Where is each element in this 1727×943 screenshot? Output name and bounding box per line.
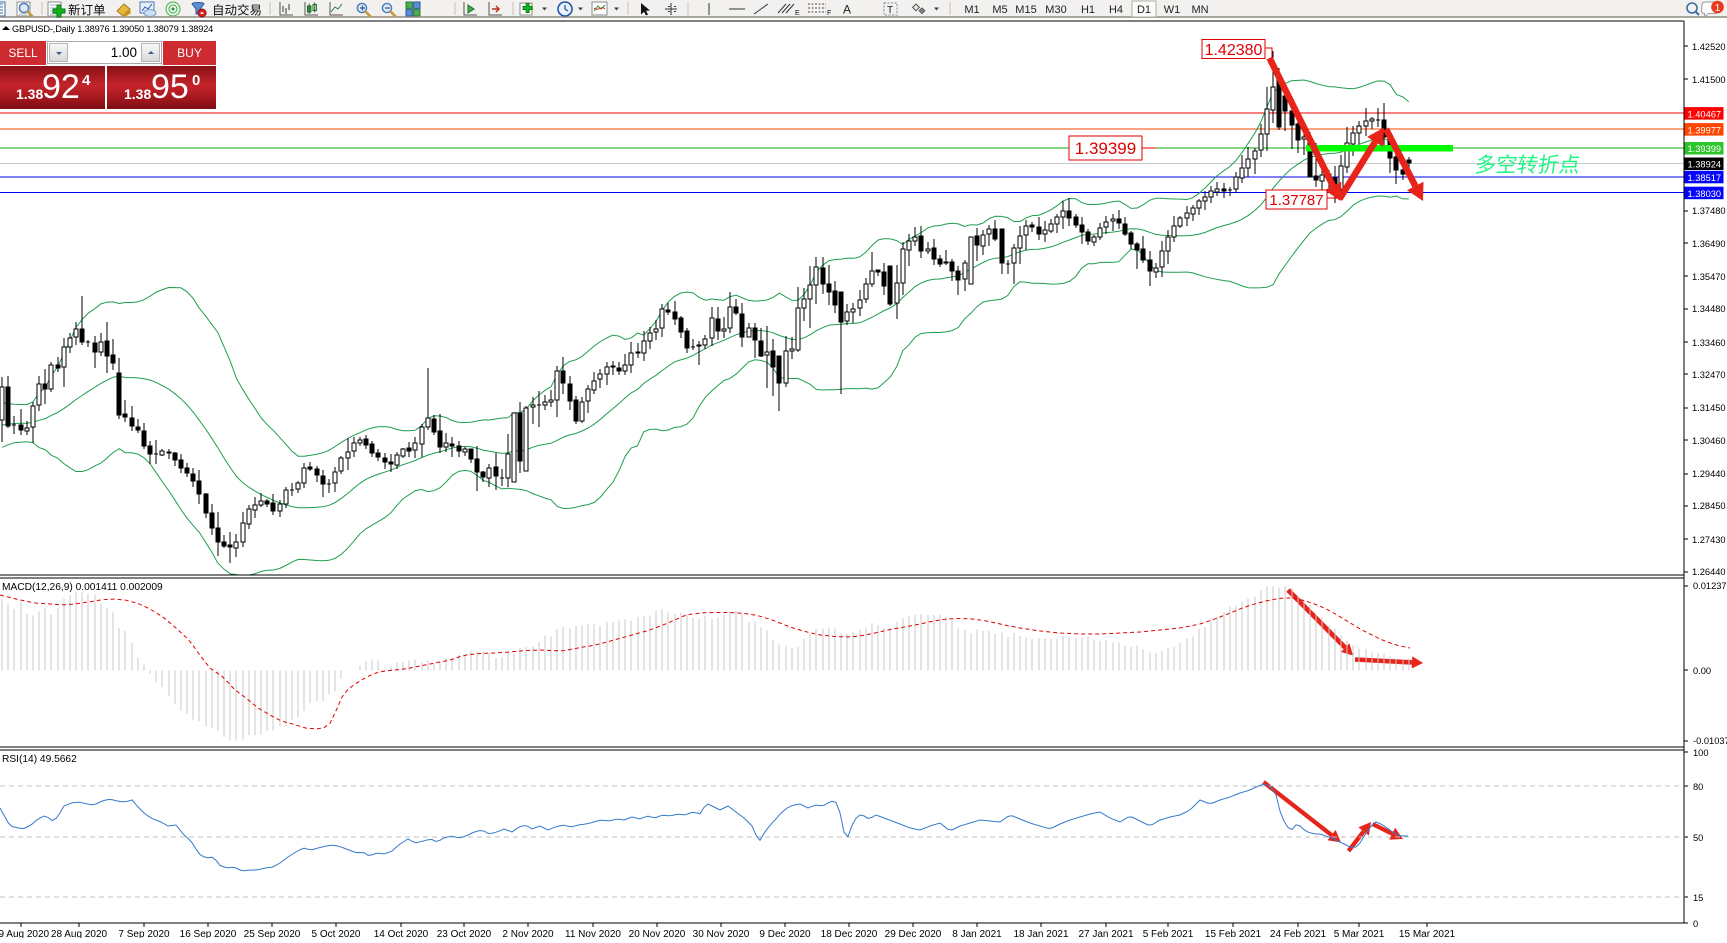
svg-text:1.39399: 1.39399 — [1688, 144, 1722, 154]
svg-text:1.36490: 1.36490 — [1692, 239, 1726, 249]
svg-text:15 Mar 2021: 15 Mar 2021 — [1399, 929, 1456, 938]
svg-text:1.38924: 1.38924 — [1688, 160, 1722, 170]
svg-text:1.27430: 1.27430 — [1692, 535, 1726, 545]
svg-text:1.34480: 1.34480 — [1692, 304, 1726, 314]
svg-text:RSI(14) 49.5662: RSI(14) 49.5662 — [2, 754, 77, 765]
svg-text:18 Dec 2020: 18 Dec 2020 — [821, 929, 878, 938]
svg-text:2 Nov 2020: 2 Nov 2020 — [502, 929, 554, 938]
svg-text:20 Nov 2020: 20 Nov 2020 — [629, 929, 686, 938]
svg-text:F: F — [827, 10, 831, 17]
svg-text:MACD(12,26,9) 0.001411 0.00200: MACD(12,26,9) 0.001411 0.002009 — [2, 582, 163, 593]
svg-text:1.42380: 1.42380 — [1205, 42, 1263, 59]
svg-text:15 Feb 2021: 15 Feb 2021 — [1205, 929, 1262, 938]
svg-text:5 Feb 2021: 5 Feb 2021 — [1143, 929, 1194, 938]
svg-text:80: 80 — [1693, 782, 1703, 792]
svg-text:28 Aug 2020: 28 Aug 2020 — [51, 929, 108, 938]
svg-text:24 Feb 2021: 24 Feb 2021 — [1270, 929, 1327, 938]
svg-text:1.40467: 1.40467 — [1688, 109, 1722, 119]
svg-text:19 Aug 2020: 19 Aug 2020 — [0, 929, 50, 938]
svg-text:MN: MN — [1191, 4, 1208, 16]
svg-text:1.29440: 1.29440 — [1692, 469, 1726, 479]
svg-text:A: A — [843, 3, 851, 17]
svg-text:1.38030: 1.38030 — [1688, 189, 1722, 199]
svg-text:1: 1 — [1715, 2, 1721, 14]
svg-text:1.37480: 1.37480 — [1692, 206, 1726, 216]
svg-text:1.42520: 1.42520 — [1692, 42, 1726, 52]
svg-text:GBPUSD-,Daily 1.38976 1.39050: GBPUSD-,Daily 1.38976 1.39050 1.38079 1.… — [12, 24, 213, 34]
svg-text:100: 100 — [1693, 748, 1709, 758]
svg-text:25 Sep 2020: 25 Sep 2020 — [244, 929, 301, 938]
svg-text:1.31450: 1.31450 — [1692, 403, 1726, 413]
svg-text:8 Jan 2021: 8 Jan 2021 — [952, 929, 1002, 938]
svg-text:0: 0 — [1693, 919, 1698, 929]
svg-text:E: E — [795, 10, 800, 17]
svg-text:M5: M5 — [992, 4, 1007, 16]
svg-text:16 Sep 2020: 16 Sep 2020 — [180, 929, 237, 938]
svg-text:W1: W1 — [1164, 4, 1181, 16]
svg-text:14 Oct 2020: 14 Oct 2020 — [374, 929, 429, 938]
svg-text:M30: M30 — [1045, 4, 1066, 16]
svg-text:5 Mar 2021: 5 Mar 2021 — [1334, 929, 1385, 938]
svg-text:T: T — [887, 5, 893, 16]
svg-text:1.32470: 1.32470 — [1692, 370, 1726, 380]
svg-text:1.33460: 1.33460 — [1692, 338, 1726, 348]
svg-text:1.41500: 1.41500 — [1692, 75, 1726, 85]
svg-text:11 Nov 2020: 11 Nov 2020 — [565, 929, 621, 938]
svg-text:23 Oct 2020: 23 Oct 2020 — [437, 929, 492, 938]
svg-text:0.00: 0.00 — [1693, 666, 1711, 676]
svg-text:H4: H4 — [1109, 4, 1123, 16]
svg-text:9 Dec 2020: 9 Dec 2020 — [759, 929, 811, 938]
svg-text:50: 50 — [1693, 833, 1703, 843]
svg-text:H1: H1 — [1081, 4, 1095, 16]
svg-text:1.30460: 1.30460 — [1692, 436, 1726, 446]
svg-text:0.012372: 0.012372 — [1693, 581, 1727, 591]
svg-text:27 Jan 2021: 27 Jan 2021 — [1078, 929, 1133, 938]
svg-text:5 Oct 2020: 5 Oct 2020 — [312, 929, 361, 938]
svg-text:1.37787: 1.37787 — [1269, 192, 1323, 209]
svg-text:18 Jan 2021: 18 Jan 2021 — [1013, 929, 1068, 938]
svg-text:7 Sep 2020: 7 Sep 2020 — [118, 929, 170, 938]
svg-text:15: 15 — [1693, 893, 1703, 903]
svg-text:M1: M1 — [964, 4, 979, 16]
svg-text:1.26440: 1.26440 — [1692, 567, 1726, 577]
svg-text:D1: D1 — [1137, 4, 1151, 16]
svg-text:-0.010374: -0.010374 — [1693, 736, 1727, 746]
svg-text:1.38517: 1.38517 — [1688, 173, 1722, 183]
svg-text:1.39399: 1.39399 — [1075, 139, 1136, 158]
svg-text:30 Nov 2020: 30 Nov 2020 — [693, 929, 750, 938]
svg-text:1.28450: 1.28450 — [1692, 501, 1726, 511]
svg-text:M15: M15 — [1015, 4, 1036, 16]
svg-text:29 Dec 2020: 29 Dec 2020 — [885, 929, 942, 938]
svg-text:1.39977: 1.39977 — [1688, 125, 1722, 135]
svg-text:1.35470: 1.35470 — [1692, 272, 1726, 282]
